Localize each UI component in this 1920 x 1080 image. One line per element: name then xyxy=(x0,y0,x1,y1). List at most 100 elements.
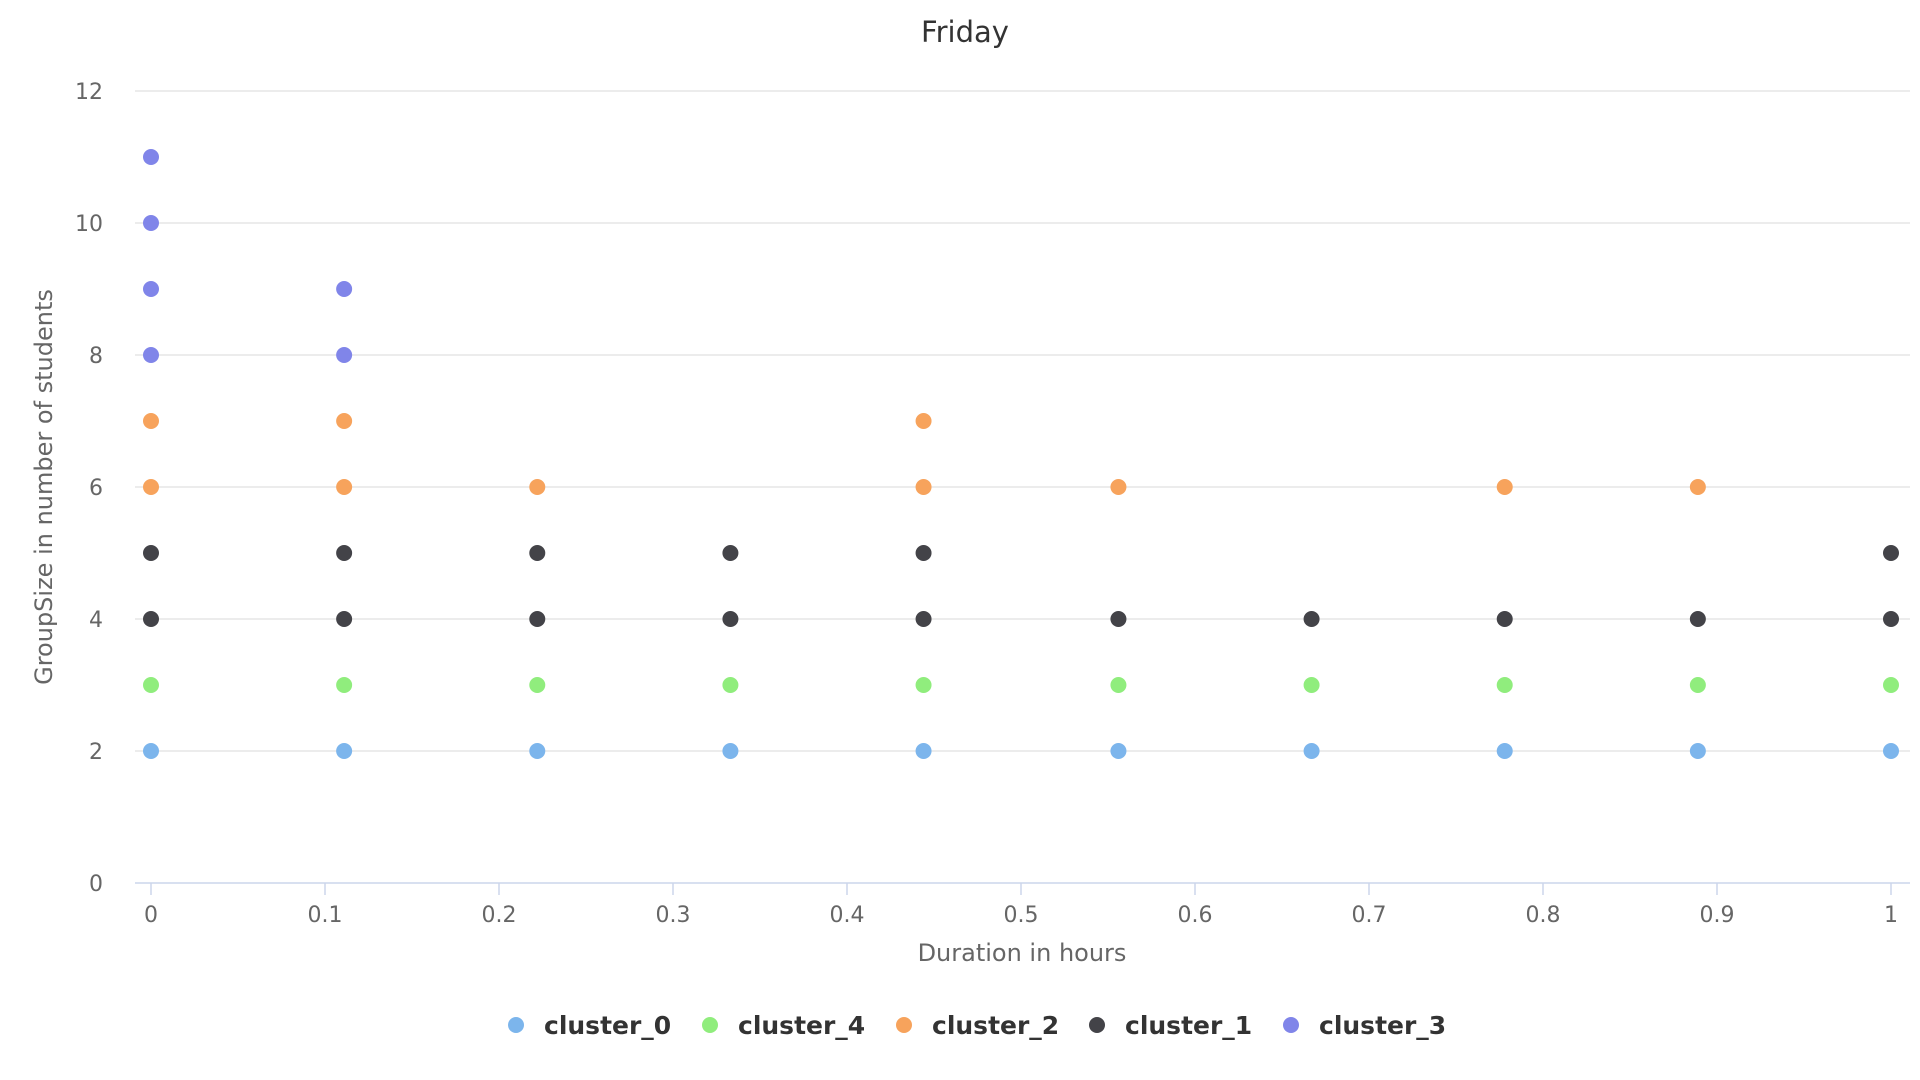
data-point-cluster_2[interactable] xyxy=(915,413,932,429)
y-tick-label: 4 xyxy=(89,608,103,633)
data-point-cluster_0[interactable] xyxy=(1496,743,1513,759)
legend-label: cluster_2 xyxy=(932,1011,1059,1040)
series-cluster_0 xyxy=(143,743,1899,759)
x-tick-label: 0.1 xyxy=(308,903,343,928)
x-axis-title: Duration in hours xyxy=(918,939,1127,967)
x-tick-label: 0.7 xyxy=(1352,903,1387,928)
data-point-cluster_0[interactable] xyxy=(143,743,159,759)
data-point-cluster_4[interactable] xyxy=(1110,677,1127,693)
y-tick-label: 0 xyxy=(89,872,103,897)
legend-marker xyxy=(1089,1017,1105,1033)
data-point-cluster_4[interactable] xyxy=(1303,677,1320,693)
data-point-cluster_0[interactable] xyxy=(1689,743,1706,759)
data-point-cluster_0[interactable] xyxy=(1110,743,1127,759)
data-point-cluster_1[interactable] xyxy=(1883,611,1899,627)
data-point-cluster_3[interactable] xyxy=(143,215,159,231)
legend-item-cluster_4[interactable]: cluster_4 xyxy=(702,1011,865,1040)
data-point-cluster_1[interactable] xyxy=(1883,545,1899,561)
x-tick-label: 0.4 xyxy=(830,903,865,928)
legend-label: cluster_4 xyxy=(738,1011,865,1040)
data-point-cluster_4[interactable] xyxy=(915,677,932,693)
data-point-cluster_3[interactable] xyxy=(143,347,159,363)
legend-item-cluster_0[interactable]: cluster_0 xyxy=(508,1011,671,1040)
data-point-cluster_2[interactable] xyxy=(143,413,159,429)
x-tick-label: 0.3 xyxy=(656,903,691,928)
data-point-cluster_1[interactable] xyxy=(529,545,546,561)
data-point-cluster_2[interactable] xyxy=(1110,479,1127,495)
series-cluster_1 xyxy=(143,545,1899,627)
x-tick-label: 0.5 xyxy=(1004,903,1039,928)
data-point-cluster_1[interactable] xyxy=(529,611,546,627)
data-point-cluster_0[interactable] xyxy=(336,743,353,759)
data-point-cluster_2[interactable] xyxy=(336,413,353,429)
legend-label: cluster_0 xyxy=(544,1011,671,1040)
data-point-cluster_1[interactable] xyxy=(722,545,739,561)
y-tick-label: 6 xyxy=(89,476,103,501)
series-cluster_3 xyxy=(143,149,353,363)
data-point-cluster_0[interactable] xyxy=(915,743,932,759)
data-point-cluster_1[interactable] xyxy=(915,611,932,627)
data-point-cluster_1[interactable] xyxy=(1689,611,1706,627)
data-point-cluster_2[interactable] xyxy=(143,479,159,495)
legend-item-cluster_1[interactable]: cluster_1 xyxy=(1089,1011,1252,1040)
legend-marker xyxy=(508,1017,524,1033)
legend-marker xyxy=(1283,1017,1299,1033)
data-point-cluster_1[interactable] xyxy=(336,545,353,561)
data-point-cluster_0[interactable] xyxy=(529,743,546,759)
legend: cluster_0 cluster_4 cluster_2 cluster_1 clus… xyxy=(508,1011,1446,1040)
legend-item-cluster_2[interactable]: cluster_2 xyxy=(896,1011,1059,1040)
y-tick-label: 12 xyxy=(75,80,103,105)
x-tick-label: 1 xyxy=(1884,903,1898,928)
data-point-cluster_3[interactable] xyxy=(143,149,159,165)
data-point-cluster_0[interactable] xyxy=(1303,743,1320,759)
x-tick-label: 0.6 xyxy=(1178,903,1213,928)
data-point-cluster_3[interactable] xyxy=(143,281,159,297)
data-point-cluster_2[interactable] xyxy=(529,479,546,495)
y-tick-label: 2 xyxy=(89,740,103,765)
x-tick-label: 0.9 xyxy=(1700,903,1735,928)
data-point-cluster_1[interactable] xyxy=(143,611,159,627)
data-point-cluster_1[interactable] xyxy=(336,611,353,627)
x-tick-label: 0.8 xyxy=(1526,903,1561,928)
data-point-cluster_1[interactable] xyxy=(722,611,739,627)
series-cluster_2 xyxy=(143,413,1706,495)
data-points xyxy=(143,149,1899,759)
x-tick-label: 0 xyxy=(144,903,158,928)
data-point-cluster_1[interactable] xyxy=(1110,611,1127,627)
y-axis-title: GroupSize in number of students xyxy=(30,289,58,685)
data-point-cluster_0[interactable] xyxy=(722,743,739,759)
y-tick-label: 10 xyxy=(75,212,103,237)
data-point-cluster_2[interactable] xyxy=(336,479,353,495)
legend-marker xyxy=(896,1017,912,1033)
data-point-cluster_4[interactable] xyxy=(336,677,353,693)
series-cluster_4 xyxy=(143,677,1899,693)
data-point-cluster_4[interactable] xyxy=(1883,677,1899,693)
data-point-cluster_3[interactable] xyxy=(336,347,353,363)
y-axis-ticks: 0 2 4 6 8 10 12 xyxy=(75,80,103,897)
legend-label: cluster_3 xyxy=(1319,1011,1446,1040)
legend-item-cluster_3[interactable]: cluster_3 xyxy=(1283,1011,1446,1040)
legend-label: cluster_1 xyxy=(1125,1011,1252,1040)
data-point-cluster_0[interactable] xyxy=(1883,743,1899,759)
data-point-cluster_4[interactable] xyxy=(1689,677,1706,693)
chart-title: Friday xyxy=(921,15,1009,49)
data-point-cluster_3[interactable] xyxy=(336,281,353,297)
data-point-cluster_1[interactable] xyxy=(1303,611,1320,627)
data-point-cluster_1[interactable] xyxy=(143,545,159,561)
data-point-cluster_4[interactable] xyxy=(529,677,546,693)
x-tick-label: 0.2 xyxy=(482,903,517,928)
legend-marker xyxy=(702,1017,718,1033)
y-tick-label: 8 xyxy=(89,344,103,369)
data-point-cluster_4[interactable] xyxy=(143,677,159,693)
data-point-cluster_2[interactable] xyxy=(915,479,932,495)
data-point-cluster_4[interactable] xyxy=(1496,677,1513,693)
data-point-cluster_1[interactable] xyxy=(915,545,932,561)
grid-lines xyxy=(135,90,1910,752)
x-axis: 0 0.1 0.2 0.3 0.4 0.5 0.6 0.7 0.8 0.9 1 xyxy=(135,882,1910,928)
data-point-cluster_2[interactable] xyxy=(1689,479,1706,495)
data-point-cluster_2[interactable] xyxy=(1496,479,1513,495)
data-point-cluster_1[interactable] xyxy=(1496,611,1513,627)
data-point-cluster_4[interactable] xyxy=(722,677,739,693)
